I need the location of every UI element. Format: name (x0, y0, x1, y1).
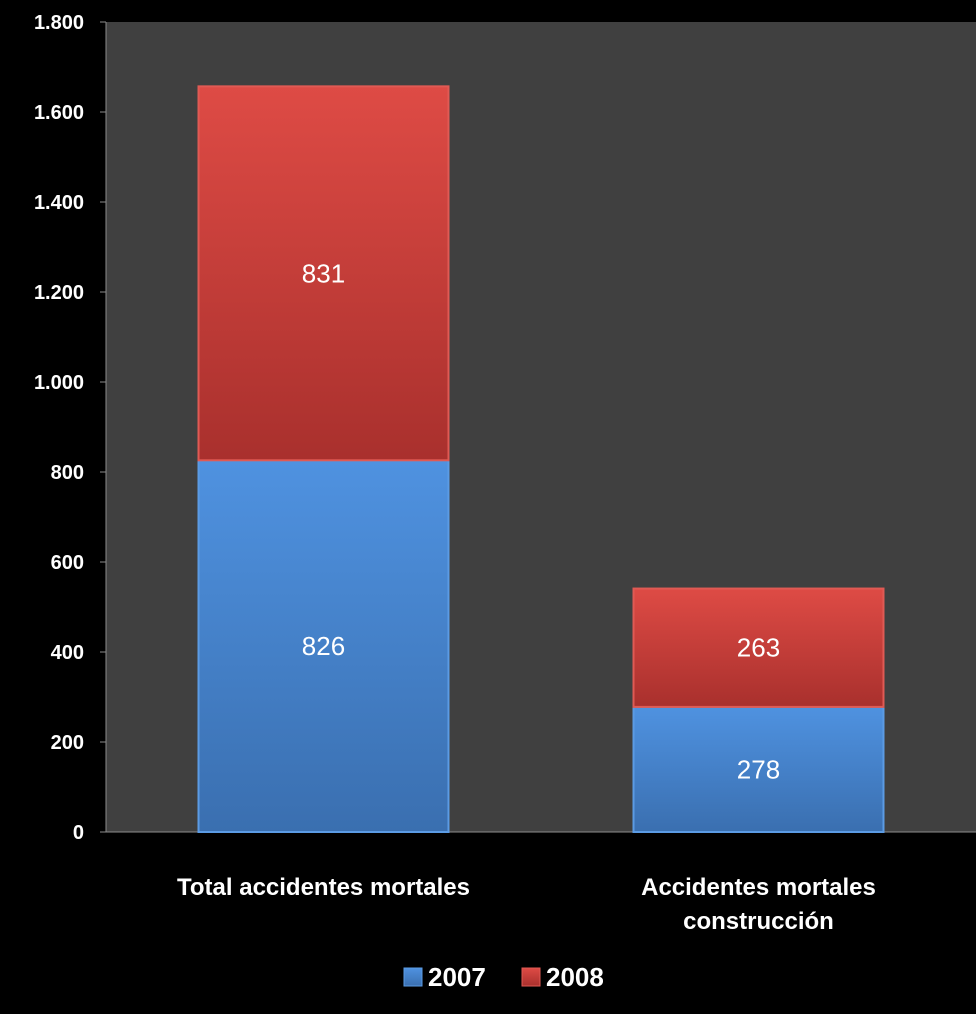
legend-swatch-2007 (403, 967, 423, 987)
y-tick-label: 1.800 (34, 12, 84, 34)
y-tick-label: 1.400 (34, 192, 84, 214)
data-label-2008-1: 831 (302, 258, 345, 288)
x-axis: Total accidentes mortales Accidentes mort… (177, 874, 876, 935)
data-label-2007-2: 278 (737, 754, 780, 784)
legend-swatch-2008 (521, 967, 541, 987)
data-label-2008-2: 263 (737, 633, 780, 663)
y-tick-label: 400 (51, 642, 84, 664)
y-tick-label: 800 (51, 462, 84, 484)
y-tick-label: 1.200 (34, 282, 84, 304)
legend-label-2007: 2007 (428, 962, 486, 992)
bar-2008-1 (197, 85, 450, 462)
category-label: construcción (683, 908, 834, 935)
category-label: Accidentes mortales (641, 874, 876, 901)
y-tick-label: 600 (51, 552, 84, 574)
bar-2007-1 (197, 459, 450, 833)
y-axis: 0 200 400 600 800 1.000 1.200 1.400 1.600 1.800 (34, 12, 976, 844)
y-tick-label: 200 (51, 732, 84, 754)
y-tick-label: 0 (73, 822, 84, 844)
bar-2007-2 (632, 705, 885, 834)
y-tick-label: 1.000 (34, 372, 84, 394)
bar-2008-2 (632, 587, 885, 708)
legend: 2007 2008 (403, 962, 604, 992)
bars: 826 831 278 263 (197, 85, 885, 834)
data-label-2007-1: 826 (302, 631, 345, 661)
category-label: Total accidentes mortales (177, 874, 470, 901)
y-tick-label: 1.600 (34, 102, 84, 124)
legend-label-2008: 2008 (546, 962, 604, 992)
